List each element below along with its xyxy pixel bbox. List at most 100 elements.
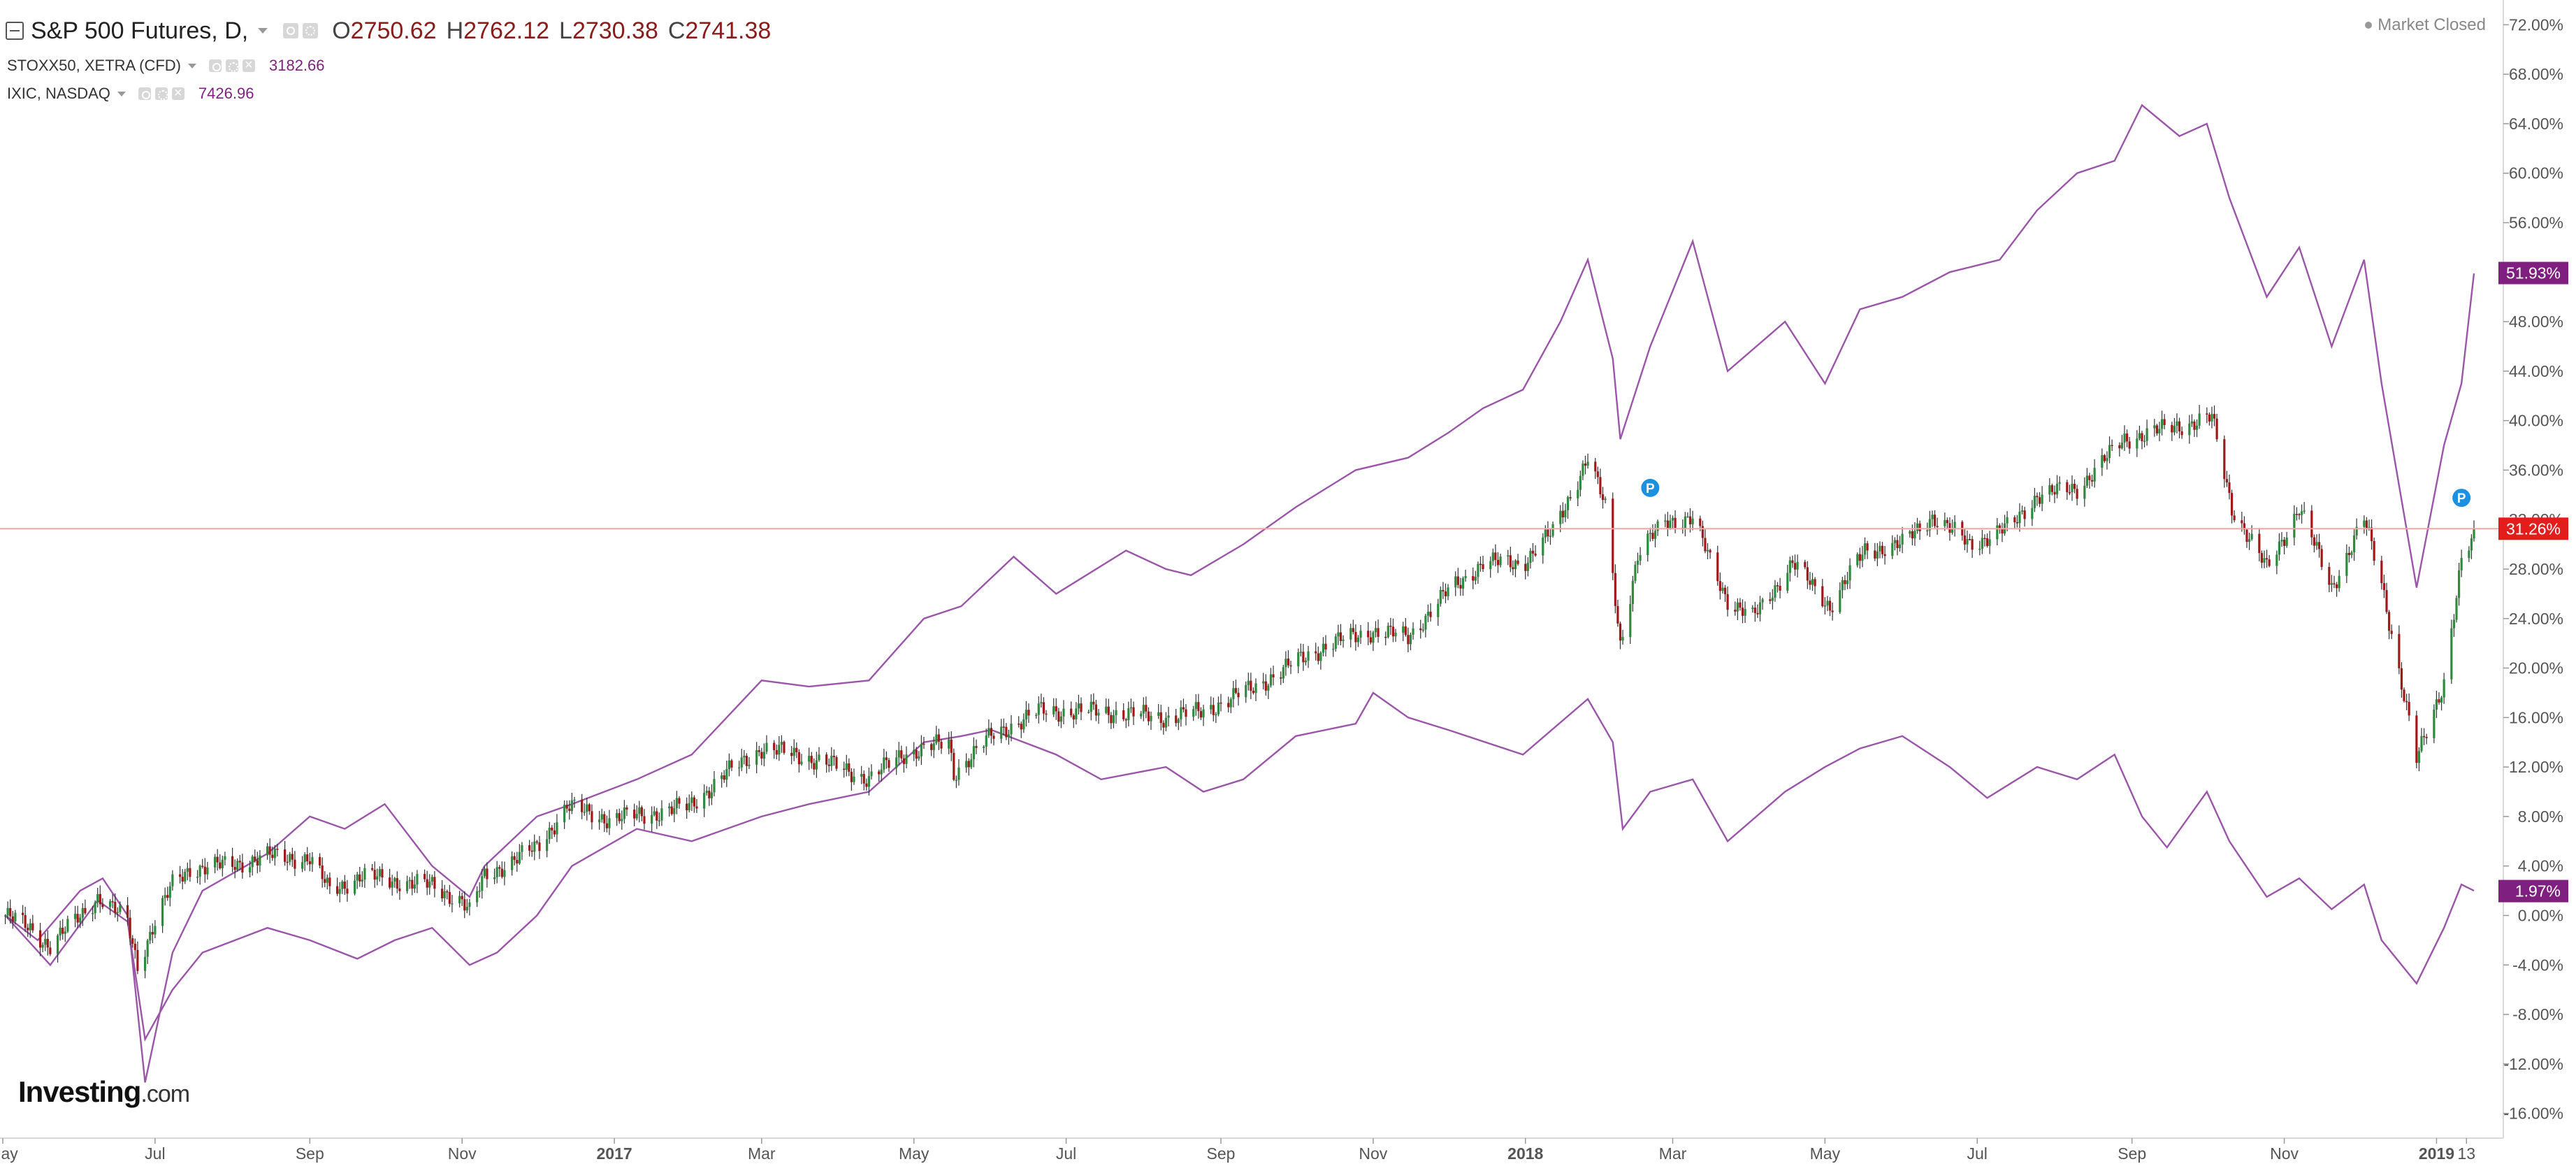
candle bbox=[2293, 514, 2296, 538]
candle bbox=[2320, 549, 2323, 567]
candle bbox=[311, 856, 314, 865]
candle bbox=[1584, 464, 1587, 466]
candle bbox=[201, 865, 204, 867]
candle bbox=[1407, 635, 1410, 645]
chevron-down-icon[interactable] bbox=[117, 91, 126, 96]
candle bbox=[937, 734, 940, 742]
candle bbox=[2058, 482, 2061, 484]
candle bbox=[1968, 539, 1971, 540]
candle bbox=[1077, 703, 1080, 709]
candle bbox=[1978, 548, 1981, 550]
candle bbox=[346, 889, 349, 894]
eye-icon[interactable] bbox=[208, 59, 222, 72]
candle bbox=[1289, 665, 1292, 667]
candle bbox=[1721, 587, 1724, 591]
x-tick-label: Sep bbox=[296, 1144, 324, 1163]
candle bbox=[1629, 603, 1632, 638]
candle bbox=[31, 923, 34, 931]
eye-icon[interactable] bbox=[283, 23, 299, 38]
candle bbox=[1526, 563, 1529, 571]
candle bbox=[888, 760, 890, 768]
candle bbox=[673, 808, 676, 814]
candle bbox=[1631, 580, 1634, 604]
market-status: Market Closed bbox=[2365, 15, 2486, 35]
candle bbox=[1691, 518, 1694, 524]
candle bbox=[743, 756, 746, 758]
candle bbox=[1264, 681, 1267, 691]
candle bbox=[2055, 483, 2059, 495]
candle bbox=[1699, 518, 1702, 526]
close-icon[interactable] bbox=[242, 57, 255, 73]
x-tick-label: Nov bbox=[2270, 1144, 2299, 1163]
candle bbox=[2347, 552, 2351, 555]
candle bbox=[651, 814, 653, 824]
candle bbox=[416, 874, 419, 885]
candle bbox=[533, 841, 536, 852]
candle bbox=[1786, 573, 1789, 591]
candle bbox=[2315, 542, 2318, 546]
candle bbox=[216, 856, 219, 863]
candle bbox=[2425, 737, 2428, 738]
candle bbox=[1761, 599, 1764, 603]
candle bbox=[1828, 601, 1832, 611]
candle bbox=[481, 876, 484, 891]
p-marker-icon[interactable] bbox=[1641, 478, 1660, 497]
candle bbox=[1018, 723, 1020, 725]
candle bbox=[1185, 709, 1187, 717]
eye-icon[interactable] bbox=[138, 87, 151, 100]
close-icon[interactable] bbox=[171, 85, 184, 101]
candle bbox=[49, 947, 52, 954]
candle bbox=[2068, 492, 2071, 494]
candle bbox=[1751, 608, 1754, 610]
gear-icon[interactable] bbox=[303, 23, 319, 38]
candle bbox=[2275, 554, 2278, 566]
candle bbox=[1971, 539, 1974, 550]
candle bbox=[703, 793, 706, 809]
chevron-down-icon[interactable] bbox=[258, 28, 268, 34]
candle bbox=[1037, 703, 1040, 715]
candle bbox=[91, 913, 94, 914]
candle bbox=[396, 878, 398, 889]
candle bbox=[2223, 439, 2226, 480]
candle bbox=[1197, 702, 1200, 712]
candle bbox=[773, 742, 776, 751]
candle bbox=[1531, 550, 1535, 554]
candle bbox=[688, 803, 690, 811]
candle bbox=[640, 807, 643, 817]
chevron-down-icon[interactable] bbox=[187, 63, 196, 69]
open-label: O bbox=[332, 17, 351, 44]
p-marker-icon[interactable] bbox=[2452, 489, 2471, 508]
candle bbox=[2163, 419, 2166, 426]
candle bbox=[1636, 561, 1640, 565]
candle bbox=[2020, 510, 2024, 512]
candle bbox=[918, 756, 920, 759]
candle bbox=[1996, 525, 1999, 540]
candle bbox=[149, 932, 152, 941]
candle bbox=[748, 764, 751, 766]
candle bbox=[2171, 425, 2173, 433]
candle bbox=[2141, 433, 2143, 442]
candle bbox=[1177, 719, 1180, 724]
candle bbox=[1826, 601, 1829, 606]
candle bbox=[465, 907, 468, 911]
candle bbox=[1372, 632, 1375, 643]
candle bbox=[1367, 631, 1370, 638]
gear-icon[interactable] bbox=[225, 59, 238, 72]
y-tick-label: 44.00% bbox=[2509, 362, 2563, 380]
candle bbox=[1447, 587, 1449, 596]
candle bbox=[780, 742, 783, 745]
candle bbox=[808, 756, 811, 762]
candle bbox=[940, 741, 943, 749]
candle bbox=[2328, 566, 2331, 585]
collapse-legend-icon[interactable] bbox=[6, 22, 24, 40]
gear-icon[interactable] bbox=[154, 87, 168, 100]
candle bbox=[1524, 563, 1527, 571]
candle bbox=[1459, 584, 1462, 589]
candle bbox=[953, 752, 955, 780]
candle bbox=[1042, 702, 1045, 714]
candle bbox=[14, 912, 17, 921]
candle bbox=[1202, 709, 1205, 718]
candle bbox=[678, 798, 681, 804]
